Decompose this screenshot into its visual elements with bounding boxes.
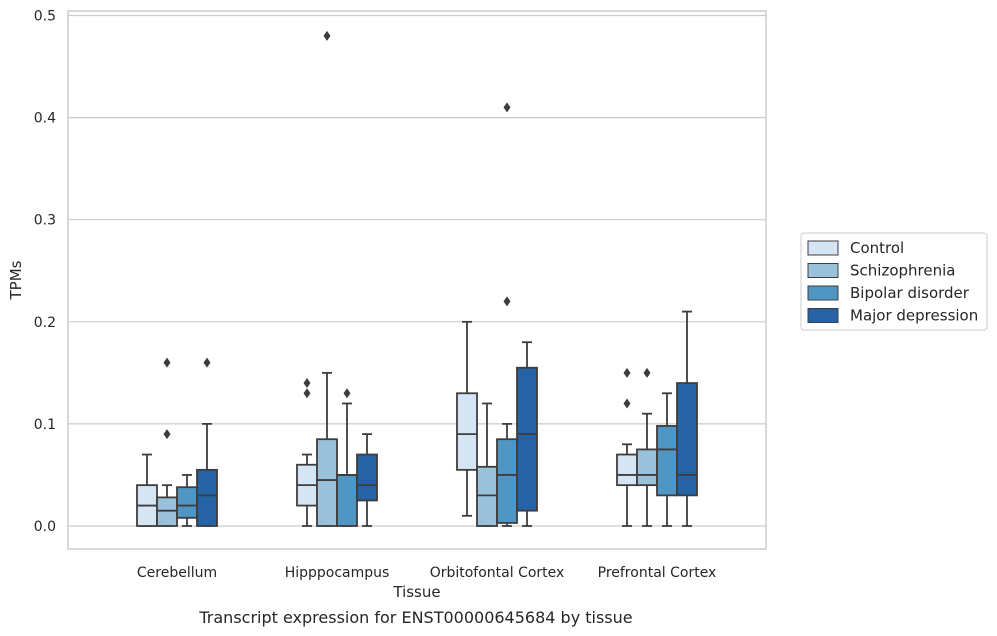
- legend-swatch: [807, 285, 839, 301]
- x-axis-label: Tissue: [392, 583, 440, 601]
- x-tick-label: Prefrontal Cortex: [598, 565, 717, 581]
- box-iqr: [676, 382, 698, 497]
- box-iqr: [636, 448, 658, 487]
- box-major-depression: [516, 341, 538, 527]
- legend-label: Schizophrenia: [850, 262, 955, 280]
- y-tick-label: 0.1: [34, 417, 56, 433]
- x-tick-label: Hipppocampus: [285, 565, 390, 581]
- outlier-point: [303, 378, 311, 389]
- outlier-point: [503, 102, 511, 113]
- x-axis-ticks: Cerebellum Hipppocampus Orbitofontal Corte…: [137, 565, 716, 581]
- box-iqr: [176, 486, 198, 519]
- box-iqr: [516, 366, 538, 512]
- legend-frame: [800, 232, 988, 331]
- y-tick-label: 0.2: [34, 315, 56, 331]
- outlier-point: [323, 30, 331, 41]
- box-iqr: [336, 474, 358, 527]
- legend-swatch: [807, 240, 839, 256]
- y-tick-label: 0.5: [34, 9, 56, 25]
- x-tick-label: Cerebellum: [137, 565, 217, 581]
- outlier-point: [303, 388, 311, 399]
- legend-swatch: [807, 263, 839, 278]
- box-iqr: [156, 496, 178, 527]
- legend-label: Major depression: [850, 307, 978, 325]
- box-schizophrenia: [156, 357, 178, 527]
- box-schizophrenia: [316, 30, 338, 527]
- outlier-point: [163, 357, 171, 368]
- outlier-point: [643, 367, 651, 378]
- legend-swatch: [807, 308, 839, 323]
- chart-caption: Transcript expression for ENST0000064568…: [198, 608, 632, 627]
- box-iqr: [496, 438, 518, 524]
- box-groups: [136, 30, 698, 527]
- box-control: [616, 367, 638, 527]
- box-bipolar-disorder: [496, 102, 518, 527]
- box-major-depression: [196, 357, 218, 527]
- box-iqr: [456, 392, 478, 471]
- box-schizophrenia: [476, 402, 498, 527]
- legend-label: Bipolar disorder: [850, 284, 970, 302]
- box-iqr: [476, 465, 498, 527]
- legend: Control Schizophrenia Bipolar disorder Majo…: [800, 232, 988, 331]
- box-bipolar-disorder: [176, 474, 198, 527]
- outlier-point: [503, 296, 511, 307]
- outlier-point: [623, 398, 631, 409]
- x-tick-label: Orbitofontal Cortex: [430, 565, 565, 581]
- y-tick-label: 0.4: [34, 111, 56, 127]
- y-tick-label: 0.3: [34, 213, 56, 229]
- box-bipolar-disorder: [336, 388, 358, 527]
- box-control: [456, 320, 478, 517]
- outlier-point: [203, 357, 211, 368]
- box-iqr: [196, 468, 218, 527]
- box-iqr: [616, 453, 638, 487]
- box-major-depression: [676, 310, 698, 527]
- plot-area-frame: [67, 10, 767, 550]
- box-iqr: [656, 425, 678, 497]
- box-schizophrenia: [636, 367, 658, 527]
- box-bipolar-disorder: [656, 392, 678, 527]
- legend-label: Control: [850, 239, 904, 257]
- y-tick-label: 0.0: [34, 519, 56, 535]
- box-iqr: [356, 453, 378, 502]
- box-iqr: [316, 438, 338, 527]
- outlier-point: [163, 429, 171, 440]
- box-control: [136, 453, 158, 527]
- box-major-depression: [356, 433, 378, 527]
- y-axis-ticks: 0.0 0.1 0.2 0.3 0.4 0.5: [34, 9, 56, 536]
- box-control: [296, 378, 318, 527]
- y-axis-label: TPMs: [7, 260, 25, 300]
- outlier-point: [623, 367, 631, 378]
- outlier-point: [343, 388, 351, 399]
